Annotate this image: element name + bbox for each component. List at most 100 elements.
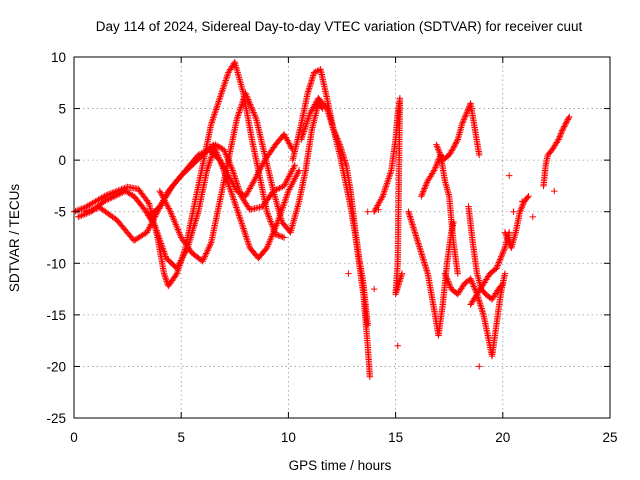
- grid-lines: [74, 57, 610, 418]
- data-point: [524, 194, 531, 201]
- data-point: [267, 218, 274, 225]
- data-point: [446, 282, 454, 290]
- data-point: [420, 188, 427, 195]
- data-point: [394, 342, 401, 349]
- series-arc-15: [501, 193, 532, 252]
- series-scatter-isolated: [345, 172, 558, 370]
- data-point: [216, 95, 223, 102]
- data-point: [476, 363, 483, 370]
- data-point: [251, 110, 258, 118]
- data-point: [219, 86, 226, 94]
- data-point: [278, 205, 286, 213]
- data-point: [106, 195, 114, 202]
- data-point: [291, 162, 299, 169]
- y-axis-ticks: -25 -20 -15 -10 -5 0 5 10: [46, 50, 610, 426]
- data-point: [462, 112, 469, 119]
- data-point: [566, 113, 573, 121]
- data-point: [423, 179, 431, 186]
- data-point: [235, 109, 243, 116]
- data-point: [249, 106, 256, 113]
- data-point: [238, 101, 245, 108]
- data-point: [236, 106, 244, 113]
- data-point: [453, 137, 461, 145]
- data-point: [430, 167, 438, 174]
- data-point: [153, 228, 161, 236]
- data-point: [502, 230, 509, 238]
- data-point: [242, 231, 249, 239]
- data-point: [220, 83, 227, 91]
- data-point: [420, 186, 428, 194]
- data-point: [266, 214, 273, 222]
- data-point: [551, 187, 558, 195]
- data-point: [116, 190, 123, 198]
- data-point: [453, 139, 460, 146]
- data-point: [171, 219, 179, 227]
- data-point: [264, 211, 272, 219]
- data-point: [198, 150, 205, 157]
- data-point: [193, 215, 200, 222]
- data-point: [228, 191, 236, 198]
- data-point: [451, 143, 458, 150]
- data-point: [202, 251, 209, 259]
- data-point: [334, 136, 342, 144]
- data-point: [423, 180, 430, 188]
- data-point: [76, 213, 84, 220]
- data-point: [517, 205, 525, 212]
- data-point: [445, 279, 452, 287]
- data-point: [418, 193, 425, 200]
- data-point: [280, 200, 288, 208]
- y-tick-label: -10: [46, 256, 66, 271]
- data-point: [229, 194, 237, 202]
- data-point: [236, 107, 243, 115]
- data-point: [370, 285, 378, 293]
- data-point: [380, 191, 387, 198]
- data-point: [224, 72, 231, 79]
- data-point: [201, 148, 208, 156]
- data-point: [230, 170, 237, 177]
- data-point: [387, 170, 394, 177]
- data-point: [280, 234, 288, 241]
- data-point: [375, 206, 382, 213]
- data-point: [211, 144, 218, 152]
- data-point: [156, 237, 164, 244]
- data-point: [517, 207, 524, 214]
- data-point: [203, 248, 211, 256]
- data-point: [442, 271, 449, 279]
- data-point: [208, 119, 215, 126]
- data-point: [247, 102, 255, 110]
- data-point: [387, 168, 394, 176]
- data-point: [278, 233, 285, 240]
- data-point: [230, 196, 237, 203]
- data-point: [422, 182, 430, 189]
- data-point: [211, 111, 218, 118]
- data-point: [468, 278, 476, 286]
- data-point: [283, 192, 290, 200]
- data-point: [209, 116, 217, 123]
- data-point: [243, 93, 251, 100]
- data-point: [231, 199, 238, 206]
- data-point: [199, 149, 207, 156]
- data-point: [238, 102, 245, 110]
- data-point: [495, 260, 502, 268]
- data-point: [281, 197, 289, 205]
- data-point: [109, 189, 116, 197]
- data-point: [231, 173, 238, 181]
- data-point: [267, 236, 274, 243]
- data-point: [496, 257, 503, 265]
- y-tick-label: 10: [51, 50, 66, 65]
- data-point: [218, 90, 225, 97]
- data-point: [227, 188, 235, 195]
- data-point: [467, 275, 474, 282]
- data-point: [229, 193, 236, 200]
- data-point: [235, 212, 243, 219]
- data-point: [210, 114, 217, 121]
- data-point: [303, 120, 310, 127]
- data-point: [194, 211, 201, 219]
- data-point: [237, 217, 244, 224]
- data-point: [345, 270, 352, 277]
- data-point: [234, 112, 242, 119]
- data-point: [470, 281, 477, 289]
- data-point: [239, 99, 246, 106]
- y-tick-label: 0: [58, 153, 66, 168]
- series-arc-11: [433, 100, 483, 164]
